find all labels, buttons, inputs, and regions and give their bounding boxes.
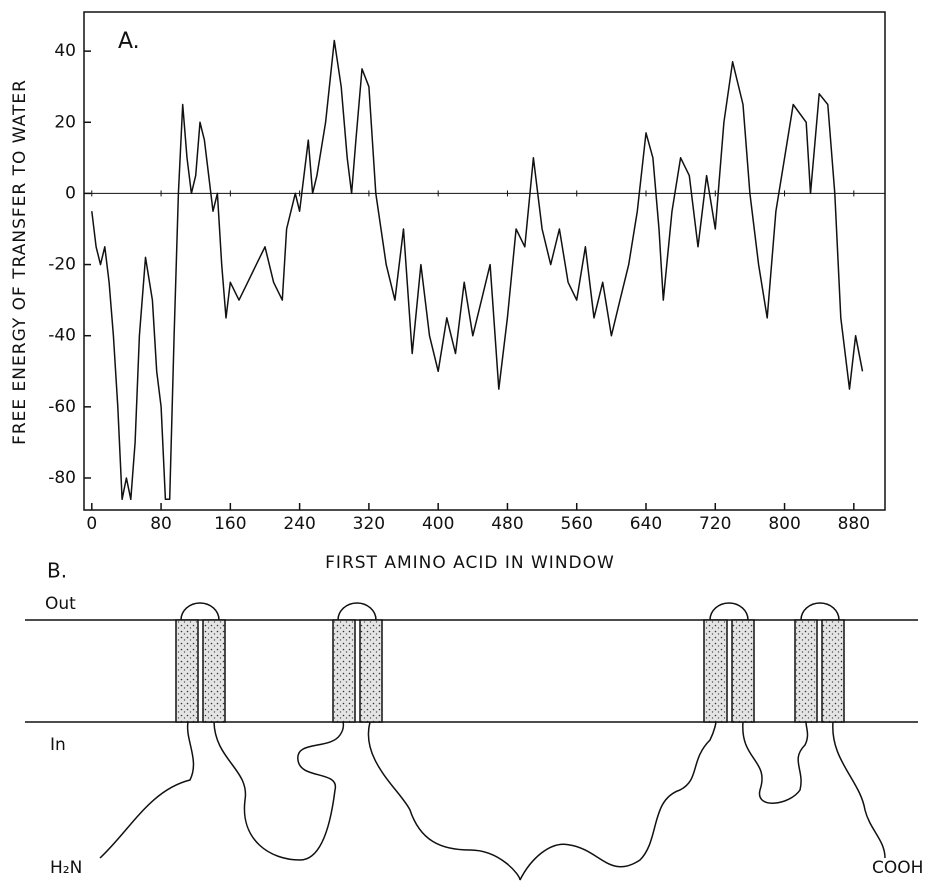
membrane-diagram	[25, 602, 918, 881]
x-tick-label: 480	[491, 514, 523, 534]
loop-3	[742, 721, 809, 804]
y-tick-label: 0	[65, 183, 76, 203]
x-tick-label: 160	[214, 514, 246, 534]
n-term-tail	[99, 721, 195, 859]
y-tick-label: 40	[54, 41, 76, 61]
x-tick-label: 80	[150, 514, 172, 534]
panel-label: A.	[118, 29, 140, 54]
data-line	[91, 39, 864, 501]
helices	[175, 619, 845, 723]
x-tick-label: 320	[353, 514, 385, 534]
y-tick-label: -20	[48, 255, 76, 275]
loop-1	[213, 721, 345, 861]
y-tick-label: -80	[48, 468, 76, 488]
loops-out	[180, 602, 840, 621]
x-tick-label: 640	[630, 514, 662, 534]
x-tick-label: 240	[283, 514, 315, 534]
x-tick-label: 400	[422, 514, 454, 534]
y-tick-label: -40	[48, 326, 76, 346]
loop-2	[367, 721, 717, 881]
x-tick-label: 0	[86, 514, 97, 534]
x-tick-label: 720	[699, 514, 731, 534]
in-label: In	[50, 735, 66, 755]
y-axis-label: FREE ENERGY OF TRANSFER TO WATER	[10, 79, 30, 445]
x-axis-label: FIRST AMINO ACID IN WINDOW	[325, 553, 615, 573]
y-tick-label: 20	[54, 112, 76, 132]
x-tick-label: 560	[560, 514, 592, 534]
panel-label-b: B.	[47, 559, 67, 583]
n-terminus: H₂N	[50, 858, 82, 878]
out-label: Out	[45, 594, 76, 614]
y-tick-label: -60	[48, 397, 76, 417]
plot-frame	[83, 11, 886, 511]
x-tick-label: 880	[838, 514, 870, 534]
c-term-tail	[832, 721, 886, 859]
x-tick-label: 800	[768, 514, 800, 534]
c-terminus: COOH	[872, 858, 923, 878]
